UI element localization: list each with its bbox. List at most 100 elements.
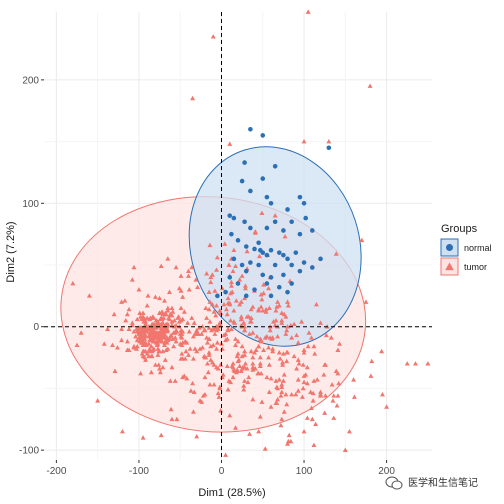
point-tumor bbox=[190, 409, 196, 414]
point-tumor bbox=[214, 346, 220, 351]
point-tumor bbox=[254, 333, 260, 339]
point-tumor bbox=[112, 368, 118, 373]
point-normal bbox=[260, 176, 266, 181]
point-tumor bbox=[264, 333, 270, 339]
point-tumor bbox=[148, 315, 153, 320]
point-tumor bbox=[164, 329, 170, 334]
point-tumor bbox=[207, 299, 213, 304]
point-tumor bbox=[221, 332, 227, 338]
point-tumor bbox=[280, 378, 286, 383]
point-tumor bbox=[278, 422, 284, 428]
point-tumor bbox=[150, 314, 156, 319]
point-tumor bbox=[228, 283, 234, 288]
point-tumor bbox=[225, 295, 231, 301]
point-tumor bbox=[242, 352, 248, 357]
point-tumor bbox=[196, 325, 202, 330]
point-normal bbox=[268, 200, 274, 206]
point-tumor bbox=[217, 384, 223, 390]
point-tumor bbox=[212, 288, 218, 293]
point-normal bbox=[235, 281, 241, 286]
point-tumor bbox=[200, 345, 205, 350]
point-normal bbox=[243, 268, 249, 274]
point-tumor bbox=[279, 310, 285, 315]
point-tumor bbox=[74, 342, 80, 348]
point-tumor bbox=[138, 371, 144, 376]
point-tumor bbox=[259, 210, 265, 215]
point-tumor bbox=[257, 361, 263, 366]
point-tumor bbox=[119, 429, 125, 434]
point-tumor bbox=[279, 317, 285, 323]
point-tumor bbox=[279, 389, 285, 394]
point-tumor bbox=[351, 377, 357, 382]
point-tumor bbox=[163, 321, 169, 327]
point-tumor bbox=[334, 403, 340, 408]
point-tumor bbox=[326, 138, 332, 144]
point-tumor bbox=[165, 305, 171, 311]
point-tumor bbox=[263, 309, 269, 314]
point-tumor bbox=[224, 311, 230, 317]
point-tumor bbox=[78, 330, 84, 335]
point-tumor bbox=[172, 330, 178, 335]
point-tumor bbox=[336, 380, 342, 386]
point-tumor bbox=[228, 317, 234, 323]
point-normal bbox=[293, 250, 299, 255]
point-tumor bbox=[273, 317, 279, 323]
point-tumor bbox=[244, 366, 250, 371]
point-tumor bbox=[267, 335, 273, 340]
point-tumor bbox=[148, 369, 154, 375]
point-tumor bbox=[247, 431, 253, 436]
point-tumor bbox=[239, 353, 245, 359]
point-tumor bbox=[143, 357, 149, 362]
point-tumor bbox=[359, 237, 365, 243]
point-tumor bbox=[233, 336, 238, 341]
point-normal bbox=[256, 262, 261, 268]
point-tumor bbox=[129, 277, 135, 282]
point-tumor bbox=[245, 379, 251, 385]
point-tumor bbox=[283, 391, 289, 397]
point-tumor bbox=[227, 412, 233, 418]
point-tumor bbox=[241, 387, 247, 392]
legend-title: Groups bbox=[441, 223, 478, 235]
point-tumor bbox=[173, 338, 179, 344]
point-tumor bbox=[279, 384, 285, 390]
point-tumor bbox=[202, 327, 208, 333]
point-tumor bbox=[179, 351, 185, 356]
point-tumor bbox=[136, 287, 142, 292]
point-tumor bbox=[335, 393, 341, 398]
point-tumor bbox=[335, 347, 341, 352]
point-tumor bbox=[126, 347, 132, 352]
point-tumor bbox=[171, 343, 177, 349]
point-normal bbox=[303, 215, 308, 221]
point-tumor bbox=[250, 396, 256, 402]
x-tick-label: -100 bbox=[129, 466, 149, 477]
point-tumor bbox=[335, 371, 341, 376]
legend-label-normal: normal bbox=[464, 243, 492, 253]
point-tumor bbox=[138, 340, 144, 345]
point-tumor bbox=[228, 326, 234, 331]
point-tumor bbox=[304, 364, 310, 370]
point-tumor bbox=[233, 425, 238, 430]
point-tumor bbox=[321, 372, 327, 377]
point-tumor bbox=[261, 347, 267, 352]
point-tumor bbox=[330, 398, 336, 403]
point-tumor bbox=[258, 292, 264, 297]
point-tumor bbox=[270, 348, 276, 354]
point-normal bbox=[243, 293, 249, 299]
point-tumor bbox=[300, 385, 306, 391]
point-tumor bbox=[291, 321, 297, 327]
point-tumor bbox=[266, 354, 272, 360]
point-tumor bbox=[152, 362, 158, 367]
point-tumor bbox=[144, 315, 150, 320]
point-tumor bbox=[313, 301, 319, 307]
point-tumor bbox=[152, 294, 158, 299]
point-tumor bbox=[322, 362, 328, 367]
point-tumor bbox=[280, 351, 286, 356]
point-tumor bbox=[309, 416, 315, 422]
point-tumor bbox=[231, 319, 237, 324]
point-tumor bbox=[231, 308, 237, 313]
point-tumor bbox=[227, 141, 233, 146]
wechat-icon bbox=[385, 476, 403, 490]
point-tumor bbox=[229, 363, 235, 369]
point-tumor bbox=[143, 325, 149, 330]
